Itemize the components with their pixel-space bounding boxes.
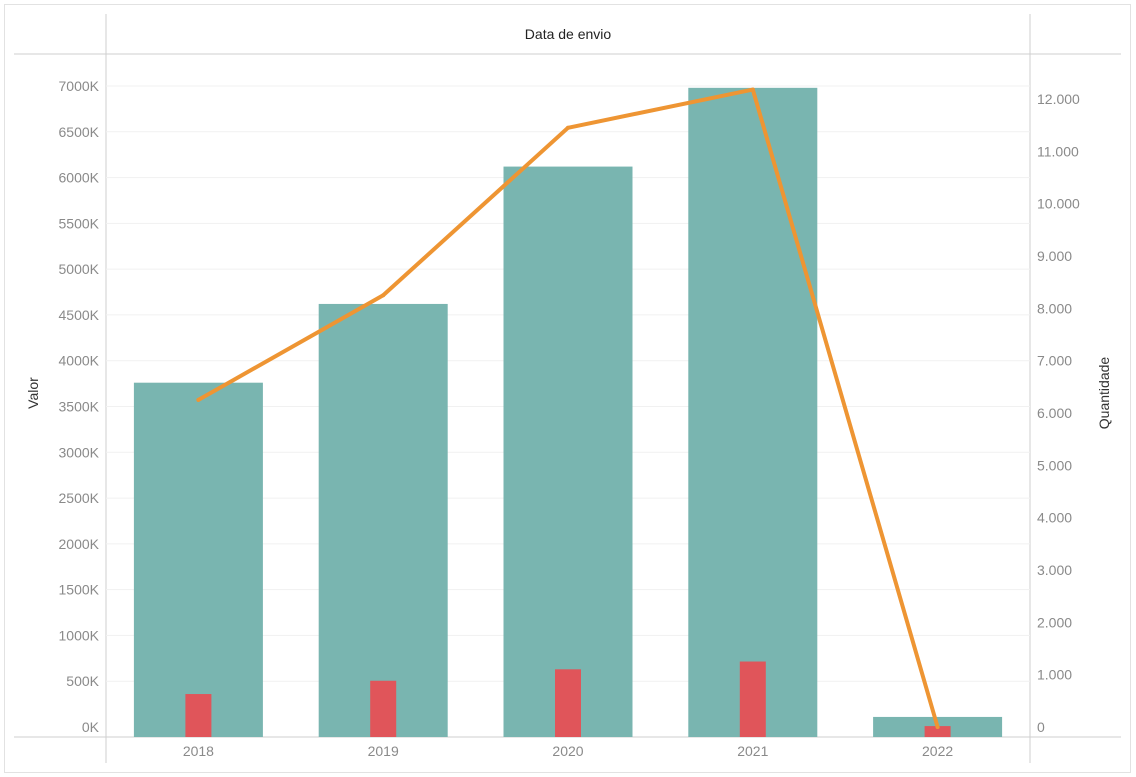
- left-tick-label: 2500K: [59, 490, 100, 506]
- valor-bar: [503, 166, 633, 737]
- left-tick-label: 2000K: [59, 536, 100, 552]
- secondary-bar: [739, 661, 766, 737]
- right-tick-label: 9.000: [1037, 248, 1072, 264]
- right-tick-label: 12.000: [1037, 91, 1080, 107]
- x-tick-label: 2022: [922, 743, 953, 759]
- right-tick-label: 11.000: [1037, 143, 1079, 159]
- secondary-bar: [924, 726, 951, 737]
- left-tick-label: 5500K: [59, 215, 100, 231]
- valor-bar: [318, 303, 448, 737]
- secondary-bar: [185, 694, 212, 737]
- right-tick-label: 6.000: [1037, 405, 1072, 421]
- valor-bar: [688, 87, 818, 738]
- right-axis-title: Quantidade: [1096, 357, 1112, 430]
- right-tick-label: 10.000: [1037, 196, 1080, 212]
- right-tick-label: 7.000: [1037, 353, 1072, 369]
- quantidade-point: [566, 125, 570, 130]
- left-tick-label: 4500K: [59, 307, 100, 323]
- right-tick-label: 4.000: [1037, 510, 1072, 526]
- left-tick-label: 3000K: [59, 444, 100, 460]
- right-tick-label: 0: [1037, 719, 1045, 735]
- x-tick-label: 2020: [552, 743, 583, 759]
- quantidade-point: [196, 397, 201, 402]
- left-tick-label: 500K: [66, 673, 99, 689]
- quantidade-point: [381, 293, 386, 298]
- x-tick-label: 2018: [183, 743, 214, 759]
- x-tick-label: 2019: [368, 743, 399, 759]
- header-title: Data de envio: [525, 26, 612, 42]
- left-axis-title: Valor: [25, 377, 41, 409]
- quantidade-point: [935, 725, 940, 729]
- valor-bar: [133, 382, 263, 737]
- left-tick-label: 6000K: [59, 170, 100, 186]
- left-tick-label: 0K: [82, 719, 100, 735]
- left-tick-label: 1500K: [59, 582, 100, 598]
- secondary-bar: [555, 669, 581, 737]
- right-tick-label: 3.000: [1037, 562, 1072, 578]
- right-tick-label: 8.000: [1037, 300, 1072, 316]
- left-tick-label: 1000K: [59, 627, 100, 643]
- left-tick-label: 4000K: [59, 353, 100, 369]
- x-tick-label: 2021: [737, 743, 768, 759]
- left-tick-label: 3500K: [59, 399, 100, 415]
- chart-frame: [4, 4, 1131, 773]
- quantidade-point: [750, 87, 755, 92]
- left-tick-label: 6500K: [59, 124, 100, 140]
- left-tick-label: 7000K: [59, 78, 100, 94]
- right-tick-label: 5.000: [1037, 457, 1072, 473]
- right-tick-label: 1.000: [1037, 667, 1072, 683]
- right-tick-label: 2.000: [1037, 614, 1072, 630]
- left-tick-label: 5000K: [59, 261, 100, 277]
- secondary-bar: [370, 680, 397, 737]
